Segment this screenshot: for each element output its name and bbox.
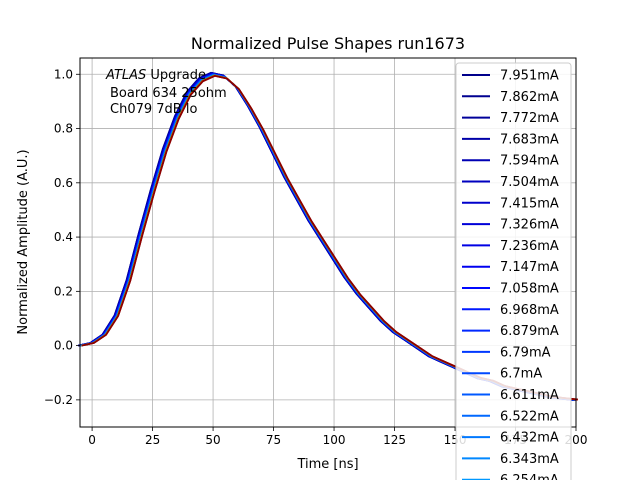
annotation-line3: Ch079 7dB lo bbox=[110, 102, 197, 117]
x-tick-label: 100 bbox=[323, 433, 346, 447]
legend-label: 7.147mA bbox=[500, 260, 559, 275]
y-axis-label: Normalized Amplitude (A.U.) bbox=[16, 149, 31, 334]
legend-label: 6.432mA bbox=[500, 431, 559, 446]
legend-label: 6.79mA bbox=[500, 345, 551, 360]
atlas-annotation: ATLAS Upgrade Board 634 25ohm Ch079 7dB … bbox=[105, 68, 227, 117]
legend-label: 7.594mA bbox=[500, 154, 559, 169]
legend-label: 7.236mA bbox=[500, 239, 559, 254]
y-tick-label: 0.6 bbox=[54, 176, 73, 190]
x-axis-label: Time [ns] bbox=[296, 457, 358, 472]
legend-label: 6.343mA bbox=[500, 452, 559, 467]
legend-label: 7.326mA bbox=[500, 218, 559, 233]
legend-label: 6.968mA bbox=[500, 303, 559, 318]
annotation-italic: ATLAS bbox=[105, 68, 146, 83]
legend-label: 6.611mA bbox=[500, 388, 559, 403]
x-tick-label: 75 bbox=[266, 433, 281, 447]
legend-label: 7.415mA bbox=[500, 196, 559, 211]
y-tick-label: 0.2 bbox=[54, 284, 73, 298]
legend-label: 6.7mA bbox=[500, 367, 542, 382]
y-tick-label: −0.2 bbox=[44, 393, 73, 407]
y-tick-label: 1.0 bbox=[54, 67, 73, 81]
legend-label: 7.504mA bbox=[500, 175, 559, 190]
chart-title: Normalized Pulse Shapes run1673 bbox=[191, 34, 465, 53]
x-tick-label: 0 bbox=[88, 433, 96, 447]
svg-text:ATLAS Upgrade: ATLAS Upgrade bbox=[105, 68, 206, 83]
legend-label: 6.254mA bbox=[500, 473, 559, 480]
legend-label: 7.772mA bbox=[500, 111, 559, 126]
annotation-line2: Board 634 25ohm bbox=[110, 86, 227, 101]
legend-label: 7.951mA bbox=[500, 69, 559, 84]
y-tick-label: 0.4 bbox=[54, 230, 73, 244]
legend-label: 7.862mA bbox=[500, 90, 559, 105]
legend-box bbox=[455, 62, 572, 480]
legend-label: 7.058mA bbox=[500, 282, 559, 297]
legend-label: 6.879mA bbox=[500, 324, 559, 339]
legend: 7.951mA 7.862mA 7.772mA 7.683mA 7.594mA 7.504… bbox=[455, 62, 572, 480]
plot-frame bbox=[79, 57, 577, 428]
legend-label: 6.522mA bbox=[500, 409, 559, 424]
x-tick-label: 125 bbox=[383, 433, 406, 447]
legend-label: 7.683mA bbox=[500, 132, 559, 147]
y-tick-label: 0.0 bbox=[54, 339, 73, 353]
x-tick-label: 25 bbox=[145, 433, 160, 447]
x-tick-label: 50 bbox=[205, 433, 220, 447]
annotation-line1: Upgrade bbox=[146, 68, 206, 83]
y-tick-label: 0.8 bbox=[54, 122, 73, 136]
